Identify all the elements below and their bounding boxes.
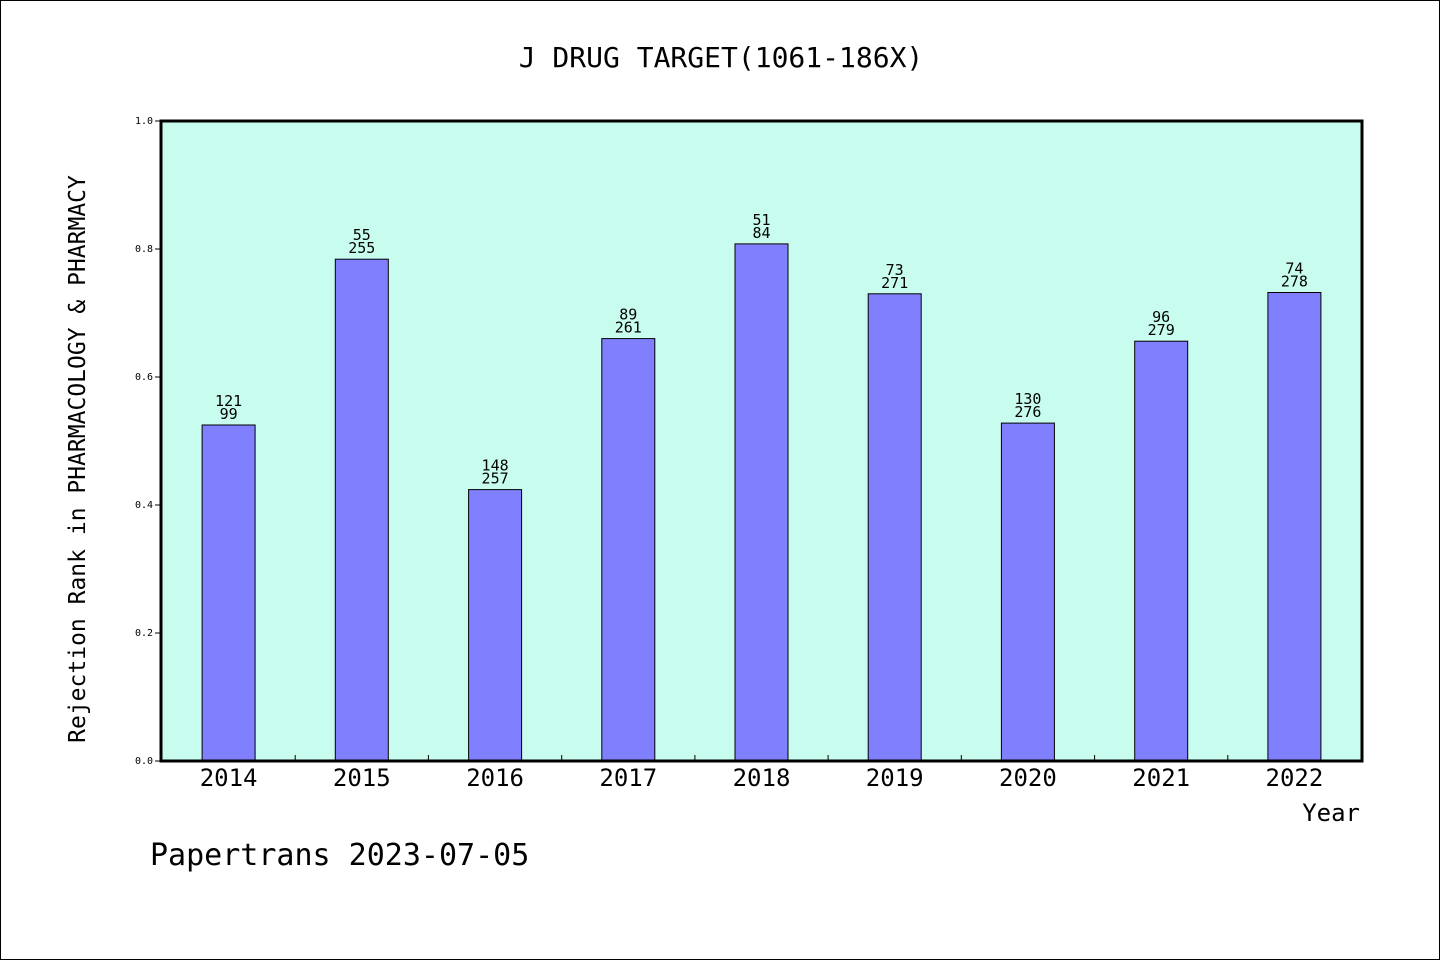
y-tick-label-5: 1.0	[135, 116, 153, 127]
bar-2015	[334, 258, 389, 762]
x-tick-label-2021: 2021	[1132, 764, 1190, 792]
y-axis-label: Rejection Rank in PHARMACOLOGY & PHARMAC…	[65, 175, 91, 743]
data-label-top-2017: 89	[619, 306, 637, 324]
data-label-bottom-2018: 84	[752, 224, 770, 242]
bar-2016	[468, 489, 523, 762]
data-label-bottom-2016: 257	[482, 470, 509, 488]
chart-title: J DRUG TARGET(1061-186X)	[519, 41, 924, 74]
bar-2019	[867, 293, 922, 762]
x-tick-label-2018: 2018	[733, 764, 791, 792]
x-tick-label-2014: 2014	[200, 764, 258, 792]
data-label-top-2022: 74	[1285, 260, 1303, 278]
footer-stamp: Papertrans 2023-07-05	[150, 838, 529, 873]
x-tick-label-2019: 2019	[866, 764, 924, 792]
data-label-top-2015: 55	[353, 226, 371, 244]
bar-2017	[601, 338, 656, 762]
bar-2021	[1134, 340, 1189, 762]
data-label-bottom-2019: 271	[881, 274, 908, 292]
data-label-top-2019: 73	[886, 261, 904, 279]
y-tick-label-3: 0.6	[135, 372, 153, 383]
x-tick-label-2016: 2016	[466, 764, 524, 792]
data-label-bottom-2022: 278	[1281, 273, 1308, 291]
x-tick-label-2017: 2017	[599, 764, 657, 792]
plot-border	[159, 119, 1364, 763]
data-label-top-2021: 96	[1152, 308, 1170, 326]
data-label-top-2014: 121	[215, 392, 242, 410]
y-tick-label-2: 0.4	[135, 500, 153, 511]
y-axis: 0.0 0.2 0.4 0.6 0.8 1.0	[135, 116, 161, 767]
data-label-bottom-2017: 261	[615, 319, 642, 337]
x-axis: 2014 2015 2016 2017 2018 2019 2020 2021 2022	[200, 755, 1324, 792]
data-label-top-2016: 148	[482, 457, 509, 475]
x-tick-label-2015: 2015	[333, 764, 391, 792]
data-label-bottom-2014: 99	[220, 405, 238, 423]
bar-2020	[1000, 422, 1055, 762]
y-tick-label-0: 0.0	[135, 756, 153, 767]
bar-2014	[201, 424, 256, 762]
data-label-top-2020: 130	[1014, 390, 1041, 408]
data-label-top-2018: 51	[752, 211, 770, 229]
data-labels-group: 1219955255148257892615184732711302769627…	[215, 211, 1308, 488]
bar-2018	[734, 243, 789, 762]
x-tick-label-2022: 2022	[1266, 764, 1324, 792]
x-tick-label-2020: 2020	[999, 764, 1057, 792]
data-label-bottom-2015: 255	[348, 239, 375, 257]
data-label-bottom-2021: 279	[1148, 321, 1175, 339]
bars-group	[201, 243, 1322, 762]
y-tick-label-1: 0.2	[135, 628, 153, 639]
bar-2022	[1267, 292, 1322, 762]
data-label-bottom-2020: 276	[1014, 403, 1041, 421]
x-axis-label: Year	[1302, 799, 1360, 827]
y-tick-label-4: 0.8	[135, 244, 153, 255]
